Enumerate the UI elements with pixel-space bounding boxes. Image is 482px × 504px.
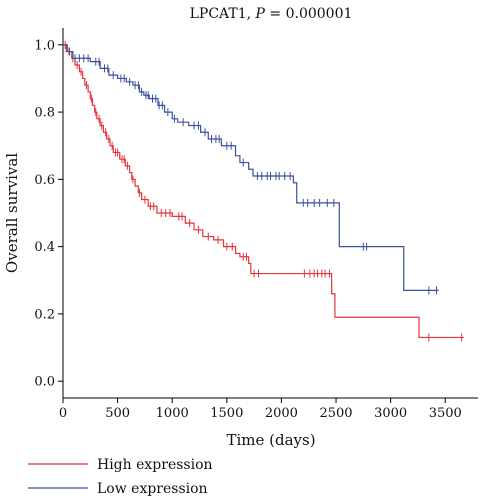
- chart-title: LPCAT1, P = 0.000001: [190, 6, 353, 22]
- chart-title-p: P: [255, 6, 266, 22]
- series-line-low-expression: [63, 44, 439, 291]
- y-tick-label: 1.0: [34, 38, 55, 53]
- y-axis-title: Overall survival: [3, 153, 21, 273]
- x-tick-label: 1500: [210, 406, 243, 421]
- series-line-high-expression: [63, 44, 464, 339]
- chart-title-suffix: = 0.000001: [265, 6, 352, 22]
- legend-label-high: High expression: [97, 457, 213, 473]
- x-tick-label: 3500: [429, 406, 462, 421]
- x-tick-label: 0: [59, 406, 67, 421]
- legend-label-low: Low expression: [97, 481, 208, 497]
- y-tick-label: 0.0: [34, 375, 55, 390]
- axes-group: 0 500 1000 1500 2000 2500 3000 3500 0.0 0.2 0.4 0.6…: [34, 28, 478, 421]
- x-tick-label: 500: [105, 406, 130, 421]
- x-tick-label: 2500: [319, 406, 352, 421]
- legend: High expression Low expression: [28, 457, 213, 497]
- y-tick-label: 0.8: [34, 106, 55, 121]
- series-group: [63, 40, 464, 342]
- y-tick-label: 0.6: [34, 173, 55, 188]
- y-tick-label: 0.2: [34, 307, 55, 322]
- x-tick-label: 2000: [265, 406, 298, 421]
- chart-title-prefix: LPCAT1,: [190, 6, 256, 22]
- x-tick-label: 3000: [374, 406, 407, 421]
- x-tick-label: 1000: [156, 406, 189, 421]
- x-axis-title: Time (days): [226, 431, 315, 449]
- y-tick-label: 0.4: [34, 240, 55, 255]
